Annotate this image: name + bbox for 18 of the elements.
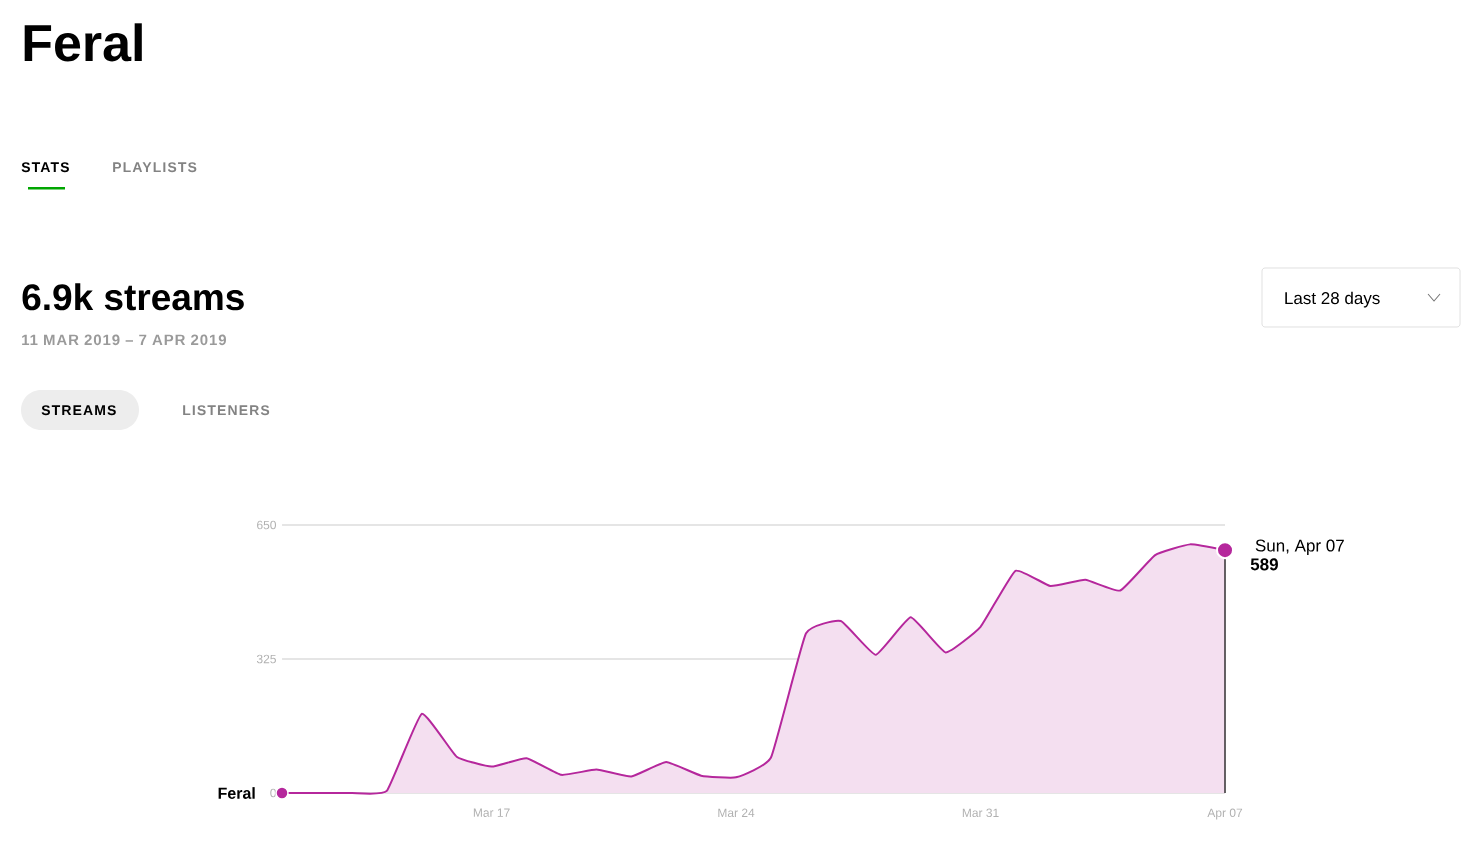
x-tick-label: Apr 07	[1207, 808, 1243, 820]
text: STATS	[21, 162, 69, 173]
text: STREAMS	[41, 405, 116, 416]
chart-title: Feral	[24, 23, 142, 62]
text: LISTENERS	[183, 405, 270, 416]
annotation: Sun, Apr 07	[1255, 539, 1344, 555]
y-tick-label: 325	[256, 654, 276, 664]
text: PLAYLISTS	[113, 162, 197, 173]
series-label: Feral	[218, 787, 255, 799]
y-tick-label: 650	[257, 520, 276, 530]
x-tick-label: Mar 31	[962, 808, 999, 818]
chart-subtitle: 6.9k streams	[22, 283, 244, 311]
x-tick-label: Mar 24	[718, 808, 755, 818]
text: Last 28 days	[1285, 291, 1380, 308]
data-label: 589	[1250, 558, 1278, 571]
x-tick-label: Mar 17	[473, 808, 510, 817]
text: 11 MAR 2019 – 7 APR 2019	[22, 334, 227, 346]
y-tick-label: 0	[270, 788, 277, 798]
